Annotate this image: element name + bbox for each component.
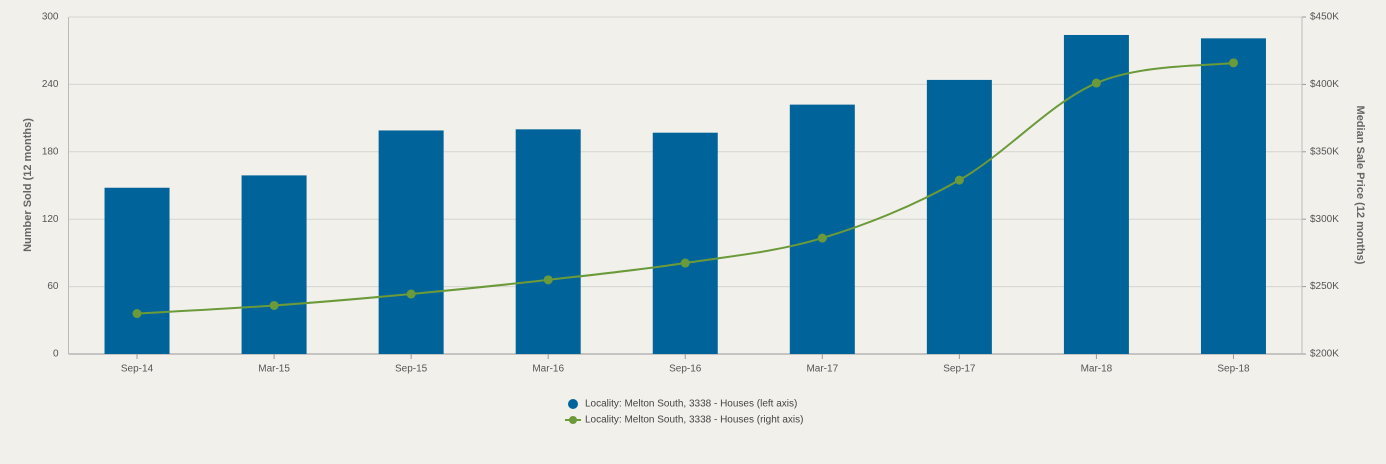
y-tick-label: 120	[42, 214, 59, 225]
bar	[1200, 38, 1266, 355]
x-tick-label: Mar-18	[1081, 364, 1113, 375]
bar	[652, 132, 718, 354]
bar	[241, 175, 307, 354]
line-marker	[954, 175, 964, 185]
bar	[1063, 34, 1129, 355]
x-tick-label: Mar-16	[532, 364, 564, 375]
y-tick-label: 180	[42, 146, 59, 157]
x-tick-label: Mar-17	[806, 364, 838, 375]
x-tick-label: Sep-14	[121, 364, 154, 375]
line-marker	[406, 289, 416, 299]
bar	[104, 187, 170, 354]
legend-swatch	[569, 416, 577, 424]
bar	[789, 104, 855, 355]
x-tick-label: Mar-15	[258, 364, 290, 375]
legend-label: Locality: Melton South, 3338 - Houses (l…	[585, 399, 797, 410]
y2-tick-label: $250K	[1310, 281, 1339, 292]
y2-tick-label: $450K	[1310, 12, 1339, 23]
y2-tick-label: $200K	[1310, 349, 1339, 360]
line-marker	[1091, 78, 1101, 88]
line-marker	[132, 309, 142, 319]
line-marker	[1228, 58, 1238, 68]
y2-tick-label: $350K	[1310, 146, 1339, 157]
y-tick-label: 300	[42, 12, 59, 23]
y-tick-label: 240	[42, 79, 59, 90]
line-marker	[817, 233, 827, 243]
x-tick-label: Sep-15	[395, 364, 428, 375]
x-tick-label: Sep-16	[669, 364, 702, 375]
line-marker	[269, 300, 279, 310]
y2-axis-title: Median Sale Price (12 months)	[1354, 106, 1366, 265]
y2-tick-label: $400K	[1310, 79, 1339, 90]
y2-tick-label: $300K	[1310, 214, 1339, 225]
legend-label: Locality: Melton South, 3338 - Houses (r…	[585, 415, 803, 426]
x-tick-label: Sep-17	[943, 364, 976, 375]
y-tick-label: 60	[47, 281, 59, 292]
y-axis-title: Number Sold (12 months)	[22, 118, 34, 252]
bar	[515, 129, 581, 354]
line	[136, 61, 1234, 315]
line-marker	[543, 275, 553, 285]
legend-swatch	[568, 399, 578, 409]
y-tick-label: 0	[53, 349, 59, 360]
bar	[926, 79, 992, 354]
bar	[378, 130, 444, 354]
line-marker	[680, 258, 690, 268]
x-tick-label: Sep-18	[1217, 364, 1250, 375]
